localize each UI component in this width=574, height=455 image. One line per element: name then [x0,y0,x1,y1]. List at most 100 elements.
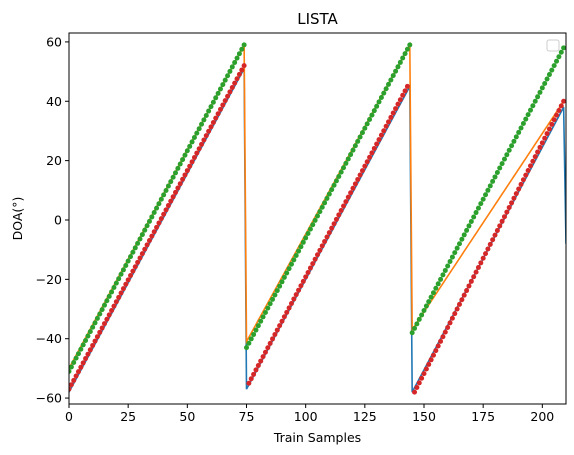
data-point [102,302,107,308]
data-point [312,256,318,262]
data-point [236,51,242,57]
data-point [556,54,562,60]
data-point [248,336,254,342]
data-point [293,252,299,258]
x-tick-label: 75 [239,409,255,424]
data-point [400,92,406,98]
data-point [260,354,266,360]
data-point [94,334,100,340]
plot-content [69,41,566,395]
data-point [475,264,481,270]
data-point [494,228,500,234]
data-point [530,103,536,109]
data-point [367,116,373,122]
data-point [78,364,84,370]
data-point [393,106,399,112]
data-point [478,260,484,266]
data-point [483,251,489,257]
data-point [246,340,252,346]
data-point [426,299,432,305]
data-point [262,349,268,355]
data-point [412,325,418,331]
data-point [132,245,138,251]
data-point [194,150,200,156]
data-point [220,82,226,88]
data-point [104,298,110,304]
data-point [492,174,498,180]
data-point [175,165,181,171]
data-point [480,255,486,261]
data-point [137,255,143,261]
data-point [220,102,226,108]
data-point [307,226,313,232]
data-point [310,222,316,228]
data-point [156,201,162,207]
data-point [267,301,273,307]
data-point [73,373,79,379]
data-point [551,63,557,69]
data-point [120,286,126,292]
data-point [319,243,325,249]
data-point [222,77,228,83]
data-point [530,158,536,164]
data-point [281,314,287,320]
data-point [317,209,323,215]
data-point [369,150,375,156]
data-point [234,76,240,82]
data-point [163,207,169,213]
x-tick-label: 25 [120,409,136,424]
data-point [447,259,453,265]
data-point [371,108,377,114]
data-point [430,352,436,358]
data-point [461,292,467,298]
data-point [144,242,150,248]
data-point [130,249,136,255]
data-point [274,327,280,333]
data-point [229,85,235,91]
data-point [109,307,115,313]
data-point [225,73,231,79]
data-point [416,380,422,386]
data-point [473,269,479,275]
data-point [333,178,339,184]
data-point [374,141,380,147]
data-point [445,263,451,269]
data-point [151,210,157,216]
x-tick-label: 100 [294,409,318,424]
data-point [277,283,283,289]
data-point [468,218,474,224]
data-point [284,309,290,315]
data-point [414,385,420,391]
data-point [464,227,470,233]
data-point [501,214,507,220]
data-point [307,265,313,271]
data-point [128,272,134,278]
data-point [225,93,231,99]
data-point [475,205,481,211]
data-point [187,143,193,149]
data-point [286,305,292,311]
data-point [184,148,190,154]
data-point [196,146,202,152]
data-point [374,103,380,109]
data-point [501,156,507,162]
data-point [367,154,373,160]
data-point [270,336,276,342]
y-tick-label: 20 [46,153,62,168]
y-tick-label: −40 [36,331,62,346]
data-point [69,368,72,374]
x-tick-label: 0 [65,409,73,424]
data-point [99,325,105,331]
data-point [170,194,176,200]
data-point [265,345,271,351]
data-point [483,192,489,198]
data-point [352,143,358,149]
data-point [535,149,541,155]
data-point [194,130,200,136]
data-point [348,190,354,196]
series-3 [69,63,566,395]
data-point [421,308,427,314]
data-point [504,209,510,215]
data-point [497,223,503,229]
